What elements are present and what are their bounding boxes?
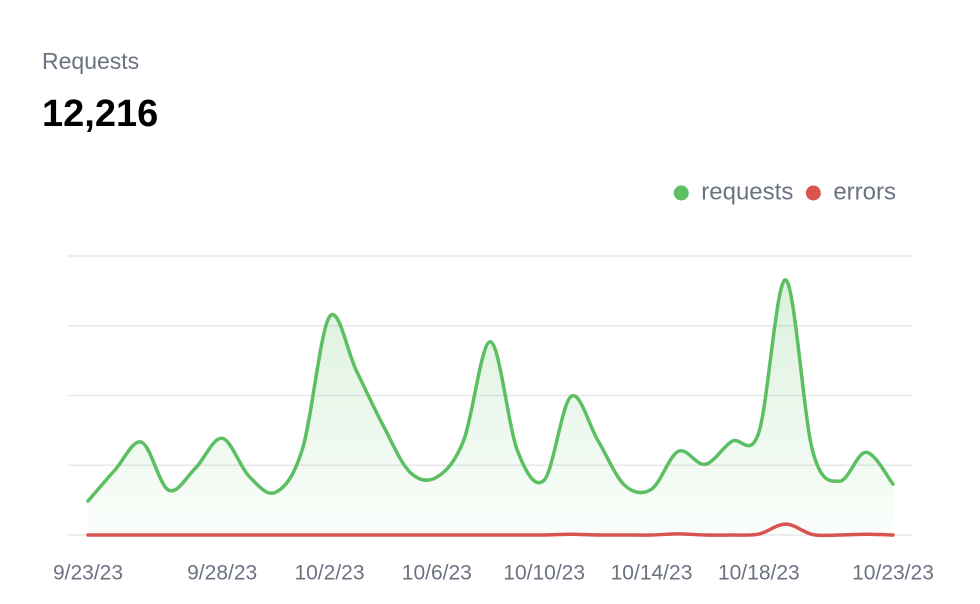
legend-label: requests bbox=[701, 178, 793, 205]
x-tick-label: 10/2/23 bbox=[294, 562, 364, 585]
x-tick-label: 10/23/23 bbox=[852, 562, 934, 585]
x-tick-label: 9/23/23 bbox=[53, 562, 123, 585]
x-tick-label: 10/6/23 bbox=[402, 562, 472, 585]
x-tick-label: 10/18/23 bbox=[718, 562, 800, 585]
x-tick-label: 9/28/23 bbox=[187, 562, 257, 585]
card-title: Requests bbox=[42, 48, 139, 74]
x-tick-label: 10/14/23 bbox=[611, 562, 693, 585]
line bbox=[86, 522, 895, 538]
x-tick-label: 10/10/23 bbox=[503, 562, 585, 585]
total: 12,216 bbox=[42, 93, 158, 135]
line bbox=[86, 278, 895, 503]
area bbox=[88, 279, 893, 535]
legend-swatch bbox=[673, 185, 689, 201]
legend-label: errors bbox=[833, 178, 896, 205]
legend-swatch bbox=[805, 185, 821, 201]
